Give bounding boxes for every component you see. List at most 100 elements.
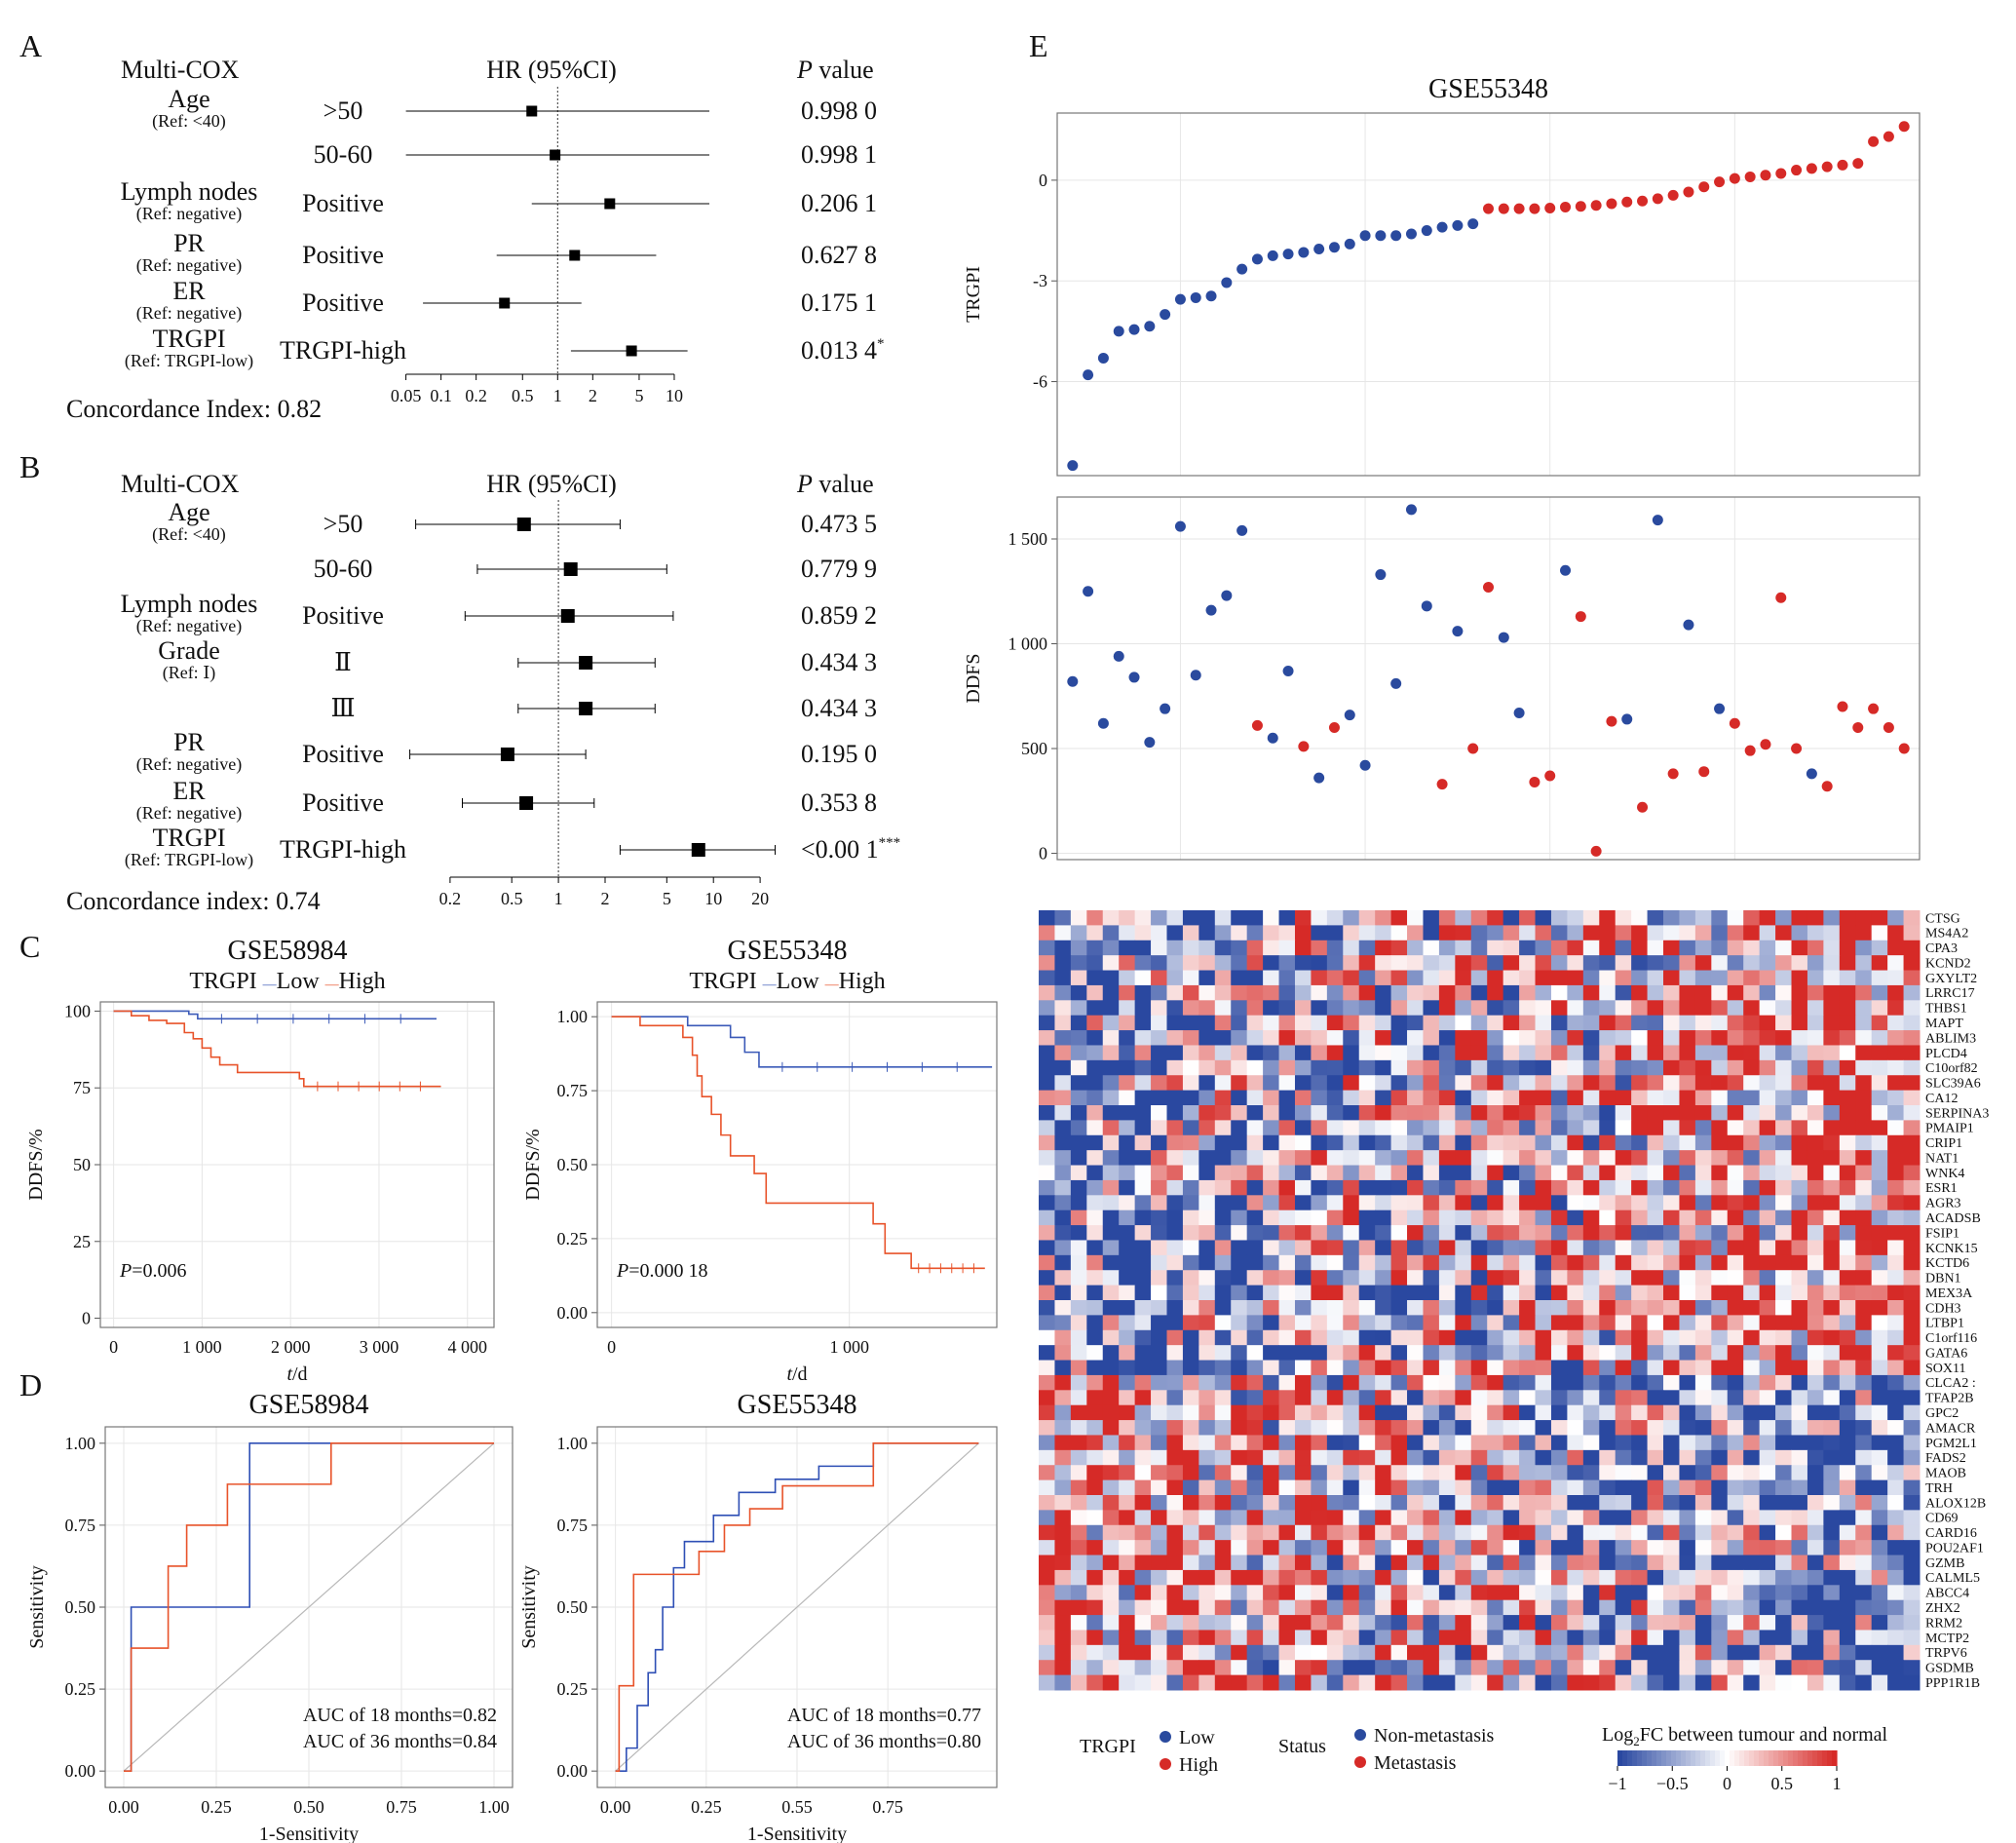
heatmap-cell	[1807, 1660, 1824, 1676]
heatmap-cell	[1375, 1165, 1392, 1181]
heatmap-cell	[1054, 1569, 1072, 1586]
heatmap-cell	[1535, 1015, 1552, 1031]
heatmap-cell	[1519, 1540, 1537, 1556]
heatmap-cell	[1231, 1300, 1248, 1316]
heatmap-cell	[1102, 910, 1120, 926]
heatmap-cell	[1086, 1315, 1104, 1331]
heatmap-cell	[1166, 1254, 1184, 1271]
heatmap-cell	[1807, 1240, 1824, 1256]
heatmap-cell	[1599, 1315, 1617, 1331]
hr-point	[569, 250, 581, 261]
heatmap-cell	[1871, 1329, 1888, 1346]
heatmap-cell	[1871, 1540, 1888, 1556]
heatmap-cell	[1278, 1105, 1296, 1121]
heatmap-cell	[1455, 1420, 1472, 1436]
level-label: 50-60	[314, 555, 373, 583]
heatmap-cell	[1631, 1585, 1649, 1601]
heatmap-cell	[1214, 1524, 1232, 1541]
heatmap-cell	[1887, 940, 1905, 956]
data-point	[1160, 703, 1171, 714]
heatmap-cell	[1903, 970, 1921, 986]
heatmap-cell	[1711, 1585, 1729, 1601]
heatmap-cell	[1231, 1404, 1248, 1421]
data-point	[1652, 193, 1663, 205]
heatmap-cell	[1550, 1404, 1568, 1421]
heatmap-cell	[1054, 1360, 1072, 1376]
heatmap-cell	[1823, 1134, 1841, 1151]
reference-label: (Ref: negative)	[136, 616, 242, 636]
heatmap-cell	[1039, 1404, 1055, 1421]
heatmap-cell	[1311, 1045, 1328, 1061]
heatmap-cell	[1294, 1000, 1312, 1017]
heatmap-cell	[1343, 1390, 1360, 1406]
heatmap-cell	[1727, 1465, 1744, 1481]
heatmap-cell	[1711, 1660, 1729, 1676]
heatmap-cell	[1343, 1644, 1360, 1661]
heatmap-cell	[1134, 1465, 1152, 1481]
heatmap-cell	[1887, 1195, 1905, 1211]
heatmap-cell	[1470, 925, 1488, 941]
heatmap-cell	[1182, 1465, 1199, 1481]
heatmap-cell	[1487, 984, 1504, 1001]
colorbar-segment	[1749, 1750, 1755, 1766]
level-label: 50-60	[314, 140, 373, 169]
heatmap-cell	[1839, 984, 1856, 1001]
heatmap-cell	[1631, 1225, 1649, 1241]
colorbar-segment	[1725, 1750, 1731, 1766]
heatmap-cell	[1871, 1285, 1888, 1301]
heatmap-cell	[1246, 1270, 1264, 1286]
heatmap-cell	[1119, 1134, 1136, 1151]
heatmap-cell	[1823, 1404, 1841, 1421]
heatmap-cell	[1070, 1300, 1087, 1316]
heatmap-cell	[1567, 1449, 1584, 1466]
heatmap-cell	[1231, 1420, 1248, 1436]
heatmap-cell	[1871, 1015, 1888, 1031]
heatmap-cell	[1487, 1300, 1504, 1316]
heatmap-cell	[1326, 1630, 1344, 1646]
heatmap-cell	[1151, 1270, 1167, 1286]
heatmap-cell	[1054, 1660, 1072, 1676]
heatmap-cell	[1102, 984, 1120, 1001]
heatmap-cell	[1294, 1285, 1312, 1301]
heatmap-cell	[1198, 1644, 1216, 1661]
heatmap-cell	[1438, 1105, 1456, 1121]
heatmap-cell	[1550, 1000, 1568, 1017]
heatmap-cell	[1727, 1479, 1744, 1496]
data-point	[1498, 632, 1509, 643]
heatmap-cell	[1582, 1225, 1600, 1241]
heatmap-cell	[1470, 1030, 1488, 1046]
heatmap-cell	[1582, 1030, 1600, 1046]
heatmap-cell	[1358, 1630, 1376, 1646]
heatmap-cell	[1711, 955, 1729, 972]
heatmap-cell	[1839, 1000, 1856, 1017]
p-rest: value	[813, 56, 874, 84]
colorbar-tick-label: −0.5	[1656, 1774, 1689, 1793]
gene-label: CALML5	[1925, 1571, 1980, 1586]
heatmap-cell	[1887, 1285, 1905, 1301]
heatmap-cell	[1615, 1630, 1632, 1646]
heatmap-cell	[1326, 1374, 1344, 1391]
heatmap-cell	[1679, 1315, 1696, 1331]
heatmap-cell	[1582, 1240, 1600, 1256]
heatmap-cell	[1423, 1644, 1440, 1661]
heatmap-cell	[1727, 1329, 1744, 1346]
km-legend: TRGPI —Low —High	[189, 969, 385, 994]
heatmap-cell	[1582, 1390, 1600, 1406]
gene-label: PGM2L1	[1925, 1437, 1977, 1451]
heatmap-cell	[1582, 1254, 1600, 1271]
plot-frame	[596, 1426, 998, 1788]
heatmap-cell	[1855, 1315, 1873, 1331]
heatmap-cell	[1775, 910, 1793, 926]
heatmap-cell	[1871, 1374, 1888, 1391]
heatmap-cell	[1407, 1404, 1424, 1421]
heatmap-cell	[1599, 1524, 1617, 1541]
km-curve-high	[113, 1010, 441, 1088]
heatmap-cell	[1039, 1345, 1055, 1362]
heatmap-cell	[1343, 1059, 1360, 1076]
heatmap-cell	[1311, 1479, 1328, 1496]
heatmap-cell	[1070, 1179, 1087, 1196]
heatmap-cell	[1487, 1000, 1504, 1017]
data-point	[1744, 745, 1756, 756]
heatmap-cell	[1343, 1300, 1360, 1316]
heatmap-cell	[1599, 1660, 1617, 1676]
